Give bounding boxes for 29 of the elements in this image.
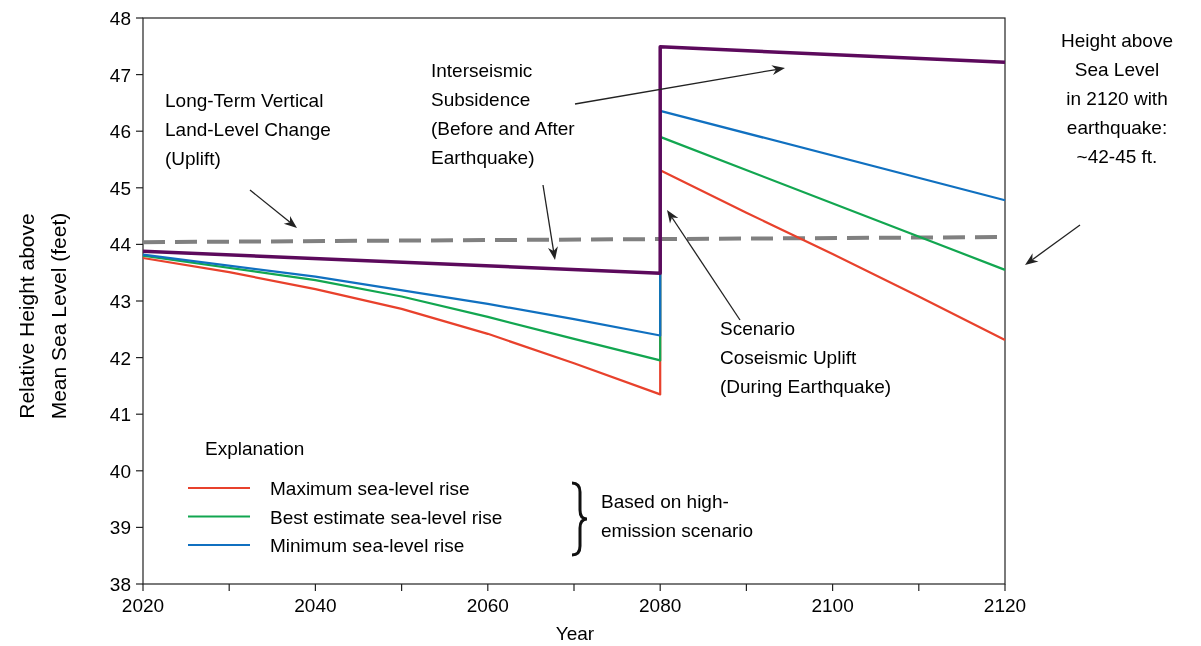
y-axis-title: Relative Height above Mean Sea Level (feet) <box>15 212 70 420</box>
y-tick-label: 41 <box>109 404 131 426</box>
x-tick-label: 2060 <box>466 595 509 616</box>
x-tick-label: 2040 <box>294 595 337 616</box>
annotation: Based on high- emission scenario <box>601 491 754 541</box>
line-series <box>141 45 1007 276</box>
text: Height above Sea Level in 2120 with earthquake: ~42-45 ft. <box>1061 30 1173 167</box>
annotation: Interseismic Subsidence (Before and After Earthquake) <box>431 60 576 168</box>
annotation: Long-Term Vertical Land-Level Change (Uplift) <box>165 90 331 169</box>
y-tick-label: 46 <box>109 121 131 143</box>
y-tick-label: 42 <box>109 347 131 369</box>
x-tick-label: 2020 <box>121 595 165 616</box>
y-tick-label: 43 <box>109 291 131 312</box>
annotation: Scenario Coseismic Uplift (During Earthquake) <box>720 318 892 397</box>
y-tick-label: 44 <box>109 234 132 256</box>
legend-title: Explanation <box>205 438 305 459</box>
y-tick-label: 45 <box>109 177 131 199</box>
legend-label: Best estimate sea-level rise <box>270 506 503 528</box>
y-tick-label: 48 <box>109 8 131 29</box>
x-tick-label: 2120 <box>983 595 1027 616</box>
y-tick-label: 47 <box>109 64 131 86</box>
x-axis-title: Year <box>555 623 595 644</box>
x-tick-label: 2100 <box>811 595 854 616</box>
y-tick-label: 39 <box>109 517 131 539</box>
y-tick-label: 38 <box>109 574 131 595</box>
x-tick-label: 2080 <box>639 595 682 616</box>
legend-label: Maximum sea-level rise <box>270 478 470 499</box>
y-tick-label: 40 <box>109 460 131 482</box>
legend-label: Minimum sea-level rise <box>270 535 465 556</box>
